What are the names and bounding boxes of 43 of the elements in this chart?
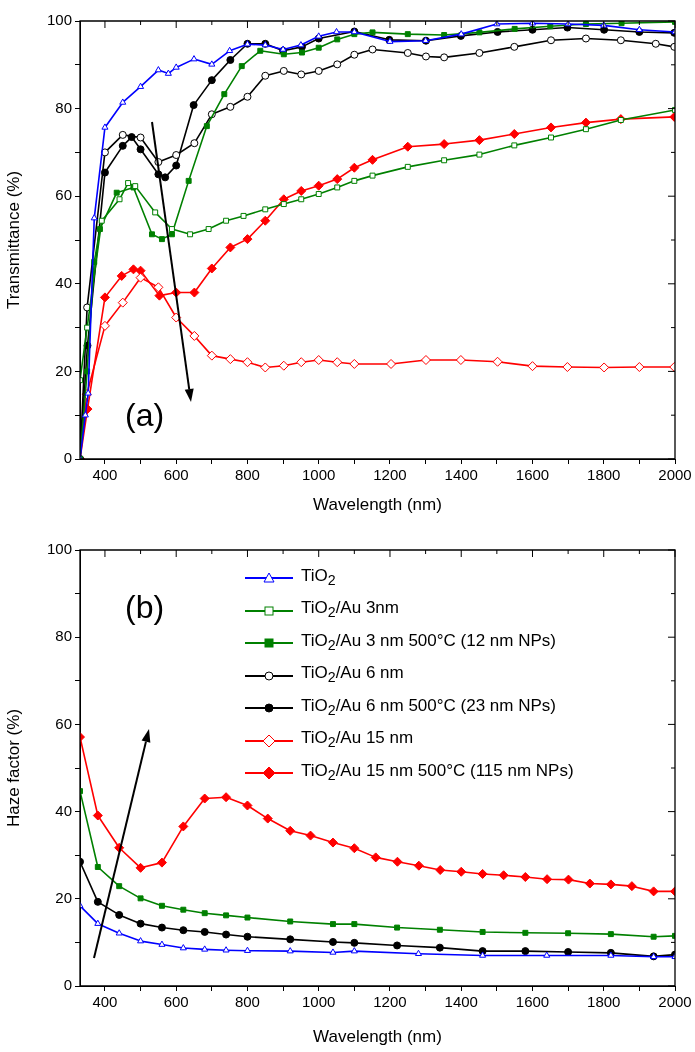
legend-label: TiO$_{2}$/Au 15 nm 500°C (115 nm NPs) bbox=[301, 759, 574, 786]
x-tick-label: 1600 bbox=[515, 993, 550, 1011]
y-tick-label: 0 bbox=[63, 976, 72, 994]
y-axis-title: Haze factor (%) bbox=[3, 708, 23, 828]
y-tick-label: 80 bbox=[55, 98, 72, 116]
legend-label: TiO$_{2}$/Au 6 nm bbox=[301, 662, 404, 688]
annotation: (a) bbox=[125, 397, 165, 433]
y-tick-label: 40 bbox=[55, 801, 72, 819]
y-tick-label: 20 bbox=[55, 361, 72, 379]
x-tick-label: 1400 bbox=[444, 466, 478, 484]
x-tick-label: 400 bbox=[92, 466, 118, 484]
y-axis-title: Transmittance (%) bbox=[3, 170, 23, 310]
x-tick-label: 1400 bbox=[444, 993, 478, 1011]
y-tick-label: 100 bbox=[46, 11, 72, 29]
legend-label: TiO$_{2}$/Au 15 nm bbox=[301, 727, 414, 753]
annotation: (b) bbox=[125, 589, 165, 625]
y-tick-label: 60 bbox=[55, 714, 72, 732]
x-tick-label: 1200 bbox=[373, 993, 407, 1011]
x-tick-label: 1000 bbox=[302, 993, 336, 1011]
y-tick-label: 20 bbox=[55, 888, 72, 906]
x-axis-title: Wavelength (nm) bbox=[313, 495, 442, 515]
y-tick-label: 40 bbox=[55, 273, 72, 291]
x-tick-label: 1600 bbox=[515, 466, 550, 484]
y-tick-label: 60 bbox=[55, 186, 72, 204]
x-tick-label: 2000 bbox=[658, 466, 692, 484]
x-axis-title: Wavelength (nm) bbox=[313, 1027, 442, 1047]
x-tick-label: 600 bbox=[163, 993, 189, 1011]
x-tick-label: 1200 bbox=[373, 466, 407, 484]
x-tick-label: 600 bbox=[163, 466, 189, 484]
legend-label: TiO$_{2}$/Au 6 nm 500°C (23 nm NPs) bbox=[301, 694, 556, 721]
legend-label: TiO$_{2}$ bbox=[301, 564, 336, 591]
y-tick-label: 100 bbox=[46, 540, 72, 558]
x-tick-label: 800 bbox=[234, 993, 260, 1011]
x-tick-label: 2000 bbox=[658, 993, 692, 1011]
legend-label: TiO$_{2}$/Au 3nm bbox=[301, 597, 399, 623]
x-tick-label: 1800 bbox=[587, 466, 621, 484]
x-tick-label: 800 bbox=[234, 466, 260, 484]
legend-label: TiO$_{2}$/Au 3 nm 500°C (12 nm NPs) bbox=[301, 629, 556, 656]
y-tick-label: 0 bbox=[63, 449, 72, 467]
x-tick-label: 1000 bbox=[302, 466, 336, 484]
x-tick-label: 400 bbox=[92, 993, 118, 1011]
y-tick-label: 80 bbox=[55, 627, 72, 645]
x-tick-label: 1800 bbox=[587, 993, 621, 1011]
